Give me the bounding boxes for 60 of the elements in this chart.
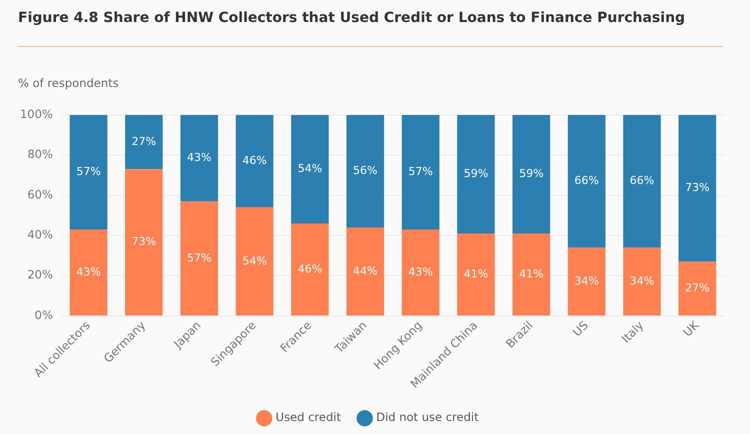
bar (623, 114, 661, 248)
y-tick-label: 20% (27, 268, 53, 282)
data-label: 41% (519, 267, 544, 280)
bar (346, 114, 384, 228)
y-tick-label: 0% (34, 308, 53, 322)
bar (678, 114, 716, 262)
data-label: 54% (298, 162, 322, 176)
chart-title: Figure 4.8 Share of HNW Collectors that Used Credit or Loans to Finance Purchasing (18, 10, 686, 26)
data-label: 43% (76, 265, 101, 278)
bar (678, 262, 716, 316)
bar (623, 248, 661, 316)
y-tick-label: 100% (20, 106, 53, 121)
data-label: 54% (242, 254, 267, 268)
bar (457, 114, 495, 234)
x-tick-label: US (570, 318, 591, 340)
legend-label: Used credit (276, 410, 342, 424)
y-axis-title: % of respondents (18, 76, 119, 90)
bar (125, 114, 163, 170)
bar (236, 114, 274, 208)
data-label: 43% (187, 150, 212, 164)
bar (512, 234, 550, 316)
y-tick-label: 60% (27, 187, 53, 202)
legend-label: Did not use credit (376, 410, 480, 424)
bar (236, 207, 274, 316)
y-tick-label: 80% (27, 147, 53, 162)
bar (291, 223, 329, 316)
bar (291, 114, 329, 224)
data-label: 46% (242, 154, 267, 168)
data-label: 46% (298, 262, 322, 276)
data-label: 59% (464, 167, 488, 180)
bar (180, 114, 218, 202)
bar (512, 114, 550, 234)
data-label: 57% (187, 251, 212, 264)
bar (70, 114, 108, 230)
data-label: 43% (408, 265, 433, 278)
bar (402, 230, 440, 316)
data-label: 27% (685, 281, 710, 294)
data-label: 34% (630, 274, 654, 288)
y-tick-label: 40% (27, 228, 53, 242)
bar (180, 201, 218, 316)
data-label: 66% (574, 174, 599, 188)
data-label: 27% (132, 134, 156, 148)
data-label: 44% (353, 264, 378, 278)
data-label: 59% (519, 167, 544, 180)
x-tick-label: UK (680, 318, 702, 340)
data-label: 57% (76, 165, 101, 178)
data-label: 41% (464, 267, 488, 280)
data-label: 73% (132, 235, 156, 248)
data-label: 66% (630, 174, 654, 188)
data-label: 73% (685, 181, 710, 194)
bar (70, 230, 108, 316)
bar (125, 169, 163, 316)
data-label: 57% (408, 165, 433, 178)
bar (457, 234, 495, 316)
bar (346, 227, 384, 316)
data-label: 34% (574, 274, 599, 288)
bar (568, 248, 606, 316)
data-label: 56% (353, 164, 378, 178)
bar (568, 114, 606, 248)
bar (402, 114, 440, 230)
